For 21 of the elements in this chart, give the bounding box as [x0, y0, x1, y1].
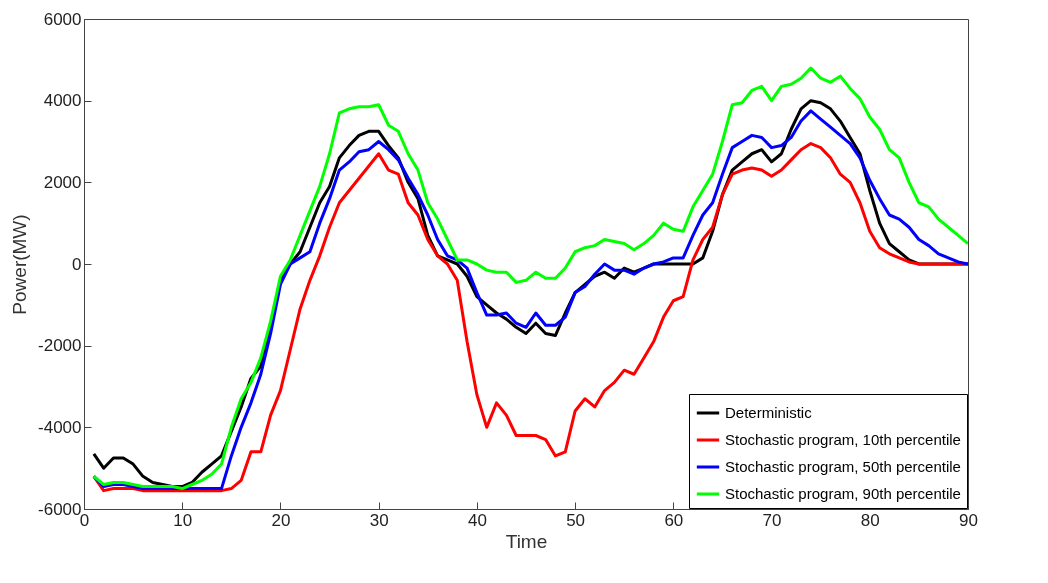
legend-label: Deterministic: [725, 404, 813, 421]
x-tick-label: 70: [762, 510, 782, 530]
x-tick-label: 50: [566, 510, 586, 530]
x-tick-label: 80: [860, 510, 880, 530]
y-tick-label: 4000: [43, 91, 82, 111]
x-tick-label: 20: [271, 510, 291, 530]
legend-label: Stochastic program, 90th percentile: [725, 485, 961, 502]
x-tick-label: 30: [369, 510, 389, 530]
y-tick-label: 0: [72, 254, 82, 274]
legend-label: Stochastic program, 10th percentile: [725, 431, 961, 448]
legend-label: Stochastic program, 50th percentile: [725, 458, 961, 475]
y-axis-title: Power(MW): [9, 214, 31, 315]
x-tick-label: 90: [959, 510, 978, 530]
x-axis-title: Time: [505, 530, 548, 552]
x-tick-label: 40: [467, 510, 487, 530]
y-tick-label: 2000: [43, 172, 82, 192]
x-tick-label: 10: [173, 510, 193, 530]
x-tick-label: 60: [664, 510, 684, 530]
y-tick-label: -4000: [38, 417, 82, 437]
y-tick-label: -2000: [38, 336, 82, 356]
y-tick-label: 6000: [43, 9, 82, 29]
